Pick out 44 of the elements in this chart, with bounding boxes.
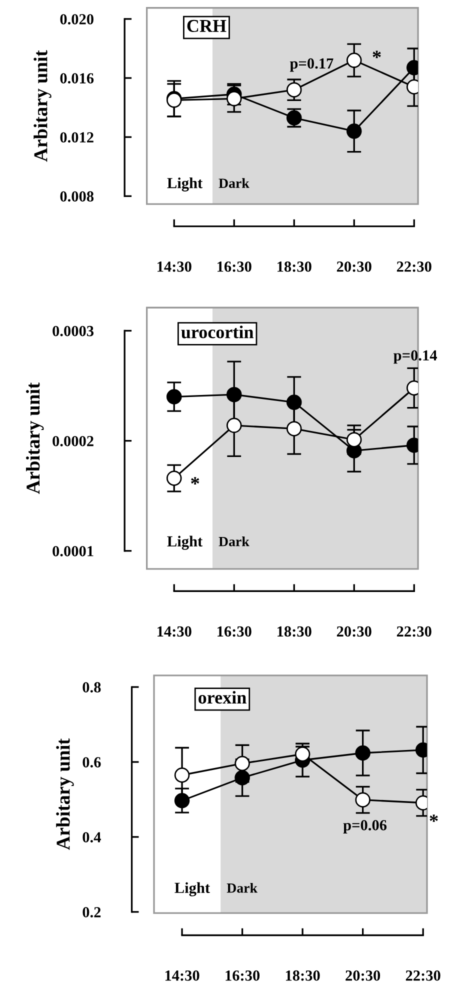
y-tick-label: 0.012: [60, 132, 94, 143]
text: orexin: [198, 690, 246, 704]
x-tick-label: 18:30: [286, 970, 320, 981]
y-tick-label: 0.6: [82, 757, 101, 768]
y-axis-title: Arbitary unit: [26, 382, 44, 494]
x-tick-label: 22:30: [406, 970, 440, 981]
x-tick-label: 20:30: [346, 970, 380, 981]
y-tick-label: 0.020: [60, 14, 94, 24]
annotation: *: [372, 50, 381, 58]
x-tick-label: 22:30: [396, 626, 432, 637]
x-tick-label: 16:30: [218, 261, 252, 272]
y-tick-label: 0.2: [82, 907, 101, 918]
text: CRH: [187, 20, 226, 32]
annotation: Light: [174, 882, 210, 896]
annotation: Light: [167, 177, 203, 192]
x-tick-label: 18:30: [278, 261, 312, 272]
x-tick-label: 16:30: [218, 626, 252, 637]
annotation: *: [191, 477, 200, 484]
x-tick-label: 18:30: [278, 626, 312, 637]
annotation: p=0.14: [394, 350, 437, 364]
x-tick-label: 14:30: [158, 261, 192, 272]
band-label: Dark: [218, 178, 250, 188]
text: *: [430, 814, 438, 822]
text: urocortin: [181, 326, 254, 338]
x-tick-label: 14:30: [165, 970, 200, 981]
y-tick-label: 0.0002: [52, 436, 94, 446]
x-tick-label: 14:30: [158, 626, 192, 637]
x-tick-label: 16:30: [226, 970, 260, 981]
x-tick-label: 22:30: [396, 261, 432, 272]
x-tick-label: 20:30: [336, 261, 372, 272]
y-tick-label: 0.0001: [52, 546, 94, 556]
annotation: Light: [167, 536, 203, 550]
y-tick-label: 0.008: [60, 191, 94, 202]
band-label: Dark: [226, 882, 258, 893]
y-axis-title: Arbitary unit: [56, 738, 74, 850]
y-axis-title: Arbitary unit: [34, 50, 52, 162]
annotation: p=0.17: [290, 58, 334, 72]
annotation: p=0.06: [343, 820, 387, 834]
x-tick-label: 20:30: [336, 626, 372, 637]
y-tick-label: 0.016: [60, 73, 94, 84]
y-tick-label: 0.8: [82, 682, 101, 693]
y-tick-label: 0.0003: [52, 326, 94, 336]
band-label: Dark: [218, 536, 250, 546]
y-tick-label: 0.4: [82, 832, 101, 842]
